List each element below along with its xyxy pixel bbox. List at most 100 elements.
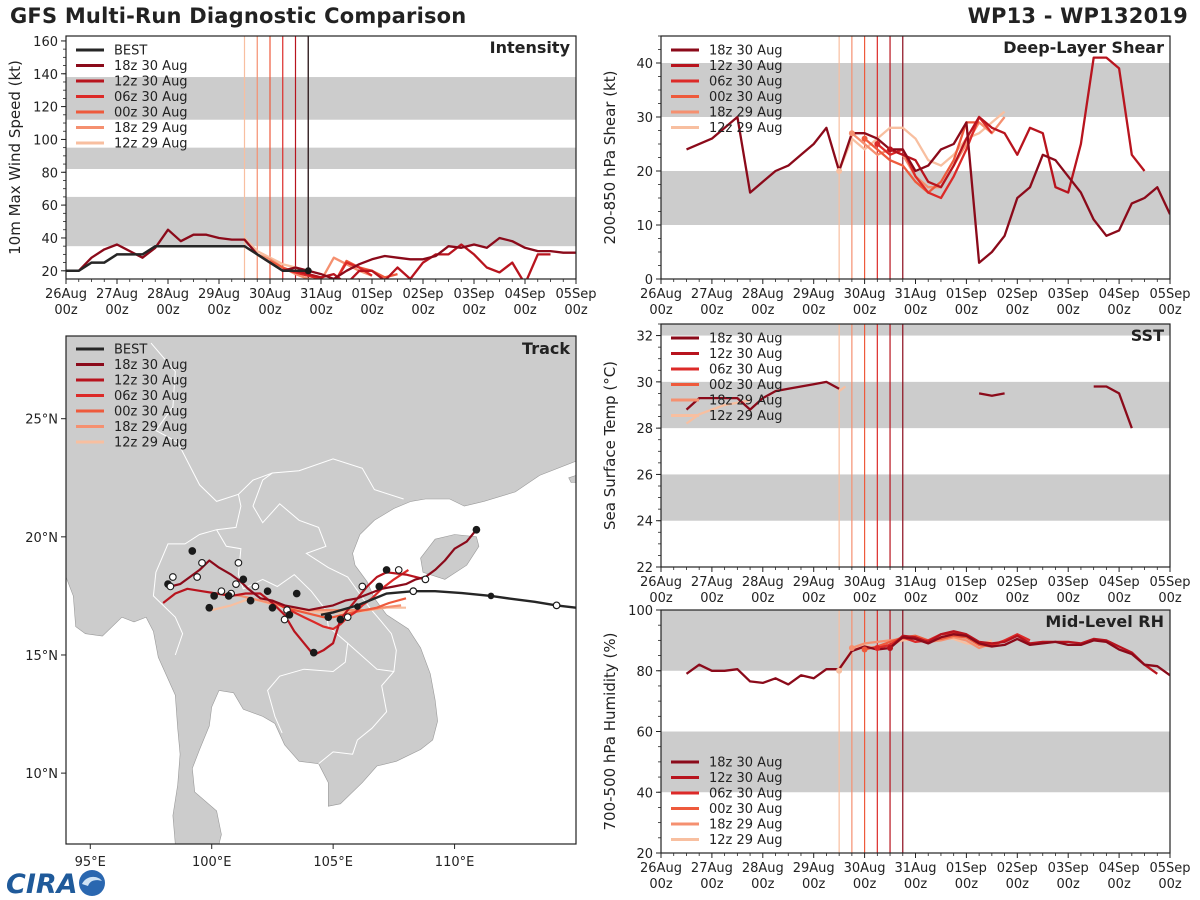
shear-ytick-label-1: 10 bbox=[636, 219, 653, 234]
track-legend-label-1: 18z 30 Aug bbox=[114, 358, 188, 373]
shear-legend-label-0: 18z 30 Aug bbox=[709, 44, 783, 59]
sst-legend-label-4: 18z 29 Aug bbox=[709, 394, 783, 409]
sst-xtick-label-0: 26Aug bbox=[640, 575, 682, 590]
sst-xtick-label-4: 30Aug bbox=[844, 575, 886, 590]
shear-series-3 bbox=[863, 121, 980, 194]
storm-id: WP13 - WP132019 bbox=[967, 4, 1188, 28]
rh-xtick-label-8: 03Sep bbox=[1048, 861, 1089, 876]
intensity-xtick-label-0: 26Aug bbox=[45, 287, 87, 302]
intensity-legend-label-5: 18z 29 Aug bbox=[114, 121, 188, 136]
intensity-plot-area bbox=[66, 36, 576, 279]
shear-legend-label-4: 18z 29 Aug bbox=[709, 106, 783, 121]
rh-xtick-label-3: 29Aug bbox=[793, 861, 835, 876]
sst-series-4 bbox=[838, 385, 847, 393]
rh-init-marker-3 bbox=[861, 646, 868, 653]
sst-xtick-label-7: 02Sep bbox=[997, 575, 1038, 590]
sst-xtick-label-5: 31Aug bbox=[895, 575, 937, 590]
sst-xtick-sublabel-10: 00z bbox=[1158, 591, 1182, 606]
track-legend-label-0: BEST bbox=[114, 343, 147, 358]
shear-xtick-label-9: 04Sep bbox=[1099, 287, 1140, 302]
intensity-xtick-sublabel-5: 00z bbox=[309, 303, 333, 318]
shear-xtick-sublabel-4: 00z bbox=[853, 303, 877, 318]
sst-xtick-label-8: 03Sep bbox=[1048, 575, 1089, 590]
track-marker-19 bbox=[234, 558, 243, 567]
intensity-ytick-label-1: 40 bbox=[41, 232, 58, 247]
rh-xtick-sublabel-2: 00z bbox=[751, 877, 775, 892]
cira-logo-globe-icon bbox=[79, 870, 105, 896]
land-mainland bbox=[66, 336, 576, 844]
track-best-open-marker-1 bbox=[409, 587, 418, 596]
intensity-legend-label-0: BEST bbox=[114, 44, 147, 59]
rh-init-marker-2 bbox=[874, 644, 881, 651]
intensity-legend-label-6: 12z 29 Aug bbox=[114, 137, 188, 152]
track-marker-0 bbox=[472, 525, 481, 534]
track-marker-24 bbox=[205, 603, 214, 612]
track-marker-25 bbox=[198, 558, 206, 567]
shear-xtick-label-10: 05Sep bbox=[1149, 287, 1190, 302]
intensity-xtick-label-5: 31Aug bbox=[300, 287, 342, 302]
intensity-best-end-marker bbox=[304, 267, 312, 275]
shear-ytick-label-2: 20 bbox=[636, 165, 653, 180]
track-best-line bbox=[320, 590, 576, 616]
track-plot-area bbox=[66, 336, 576, 844]
rh-xtick-label-9: 04Sep bbox=[1099, 861, 1140, 876]
sst-xtick-label-10: 05Sep bbox=[1149, 575, 1190, 590]
intensity-xtick-sublabel-9: 00z bbox=[513, 303, 537, 318]
shear-series-1 bbox=[889, 56, 1146, 194]
intensity-legend-label-2: 12z 30 Aug bbox=[114, 75, 188, 90]
rh-title: Mid-Level RH bbox=[1045, 612, 1164, 631]
rh-xtick-sublabel-0: 00z bbox=[649, 877, 673, 892]
shear-xtick-sublabel-6: 00z bbox=[955, 303, 979, 318]
intensity-xtick-label-1: 27Aug bbox=[96, 287, 138, 302]
intensity-xtick-label-8: 03Sep bbox=[453, 287, 494, 302]
track-xtick-label-2: 105°E bbox=[313, 855, 353, 870]
rh-xtick-sublabel-8: 00z bbox=[1057, 877, 1081, 892]
sst-xtick-label-1: 27Aug bbox=[691, 575, 733, 590]
intensity-ytick-label-6: 140 bbox=[33, 68, 58, 83]
rh-series-0 bbox=[685, 633, 1170, 686]
sst-legend-label-5: 12z 29 Aug bbox=[709, 409, 783, 424]
shear-xtick-label-1: 27Aug bbox=[691, 287, 733, 302]
sst-xtick-label-3: 29Aug bbox=[793, 575, 835, 590]
track-ytick-label-1: 15°N bbox=[25, 649, 58, 664]
track-marker-8 bbox=[324, 613, 333, 622]
intensity-ytick-label-3: 80 bbox=[41, 166, 58, 181]
sst-series-1 bbox=[978, 392, 1005, 397]
sst-series-2 bbox=[1093, 385, 1133, 429]
shear-title: Deep-Layer Shear bbox=[1003, 38, 1164, 57]
shear-ytick-label-3: 30 bbox=[636, 111, 653, 126]
sst-ylabel: Sea Surface Temp (°C) bbox=[601, 361, 619, 530]
track-legend-label-5: 18z 29 Aug bbox=[114, 420, 188, 435]
rh-ytick-label-4: 100 bbox=[628, 604, 653, 619]
shear-legend-label-5: 12z 29 Aug bbox=[709, 121, 783, 136]
shear-ylabel: 200-850 hPa Shear (kt) bbox=[601, 71, 619, 245]
sst-xtick-sublabel-3: 00z bbox=[802, 591, 826, 606]
track-title: Track bbox=[522, 339, 570, 358]
rh-xtick-sublabel-9: 00z bbox=[1107, 877, 1131, 892]
shear-xtick-label-6: 01Sep bbox=[946, 287, 987, 302]
track-ytick-label-2: 20°N bbox=[25, 531, 58, 546]
track-marker-22 bbox=[224, 592, 233, 600]
track-marker-30 bbox=[166, 582, 175, 591]
track-legend-label-6: 12z 29 Aug bbox=[114, 436, 188, 451]
track-series-2 bbox=[271, 568, 410, 631]
intensity-xtick-label-9: 04Sep bbox=[504, 287, 545, 302]
track-best-open-marker-0 bbox=[552, 601, 561, 610]
track-marker-28 bbox=[169, 573, 177, 581]
shear-init-marker-1 bbox=[887, 146, 894, 153]
rh-legend-label-3: 00z 30 Aug bbox=[709, 802, 783, 817]
rh-ytick-label-1: 40 bbox=[636, 786, 653, 801]
rh-ytick-label-3: 80 bbox=[636, 665, 653, 680]
shear-xtick-sublabel-1: 00z bbox=[700, 303, 724, 318]
track-series-3 bbox=[284, 597, 407, 619]
intensity-ytick-label-2: 60 bbox=[41, 199, 58, 214]
intensity-xtick-sublabel-10: 00z bbox=[564, 303, 588, 318]
sst-xtick-label-6: 01Sep bbox=[946, 575, 987, 590]
track-panel: 95°E 100°E 105°E 110°E 10°N 15°N 20°N 25°N Track… bbox=[25, 335, 577, 870]
track-marker-7 bbox=[336, 615, 345, 624]
shear-panel: 01020304026Aug00z27Aug00z28Aug00z29Aug00… bbox=[601, 35, 1191, 318]
shear-xtick-sublabel-3: 00z bbox=[802, 303, 826, 318]
intensity-xtick-sublabel-1: 00z bbox=[105, 303, 129, 318]
intensity-ytick-label-7: 160 bbox=[33, 35, 58, 50]
